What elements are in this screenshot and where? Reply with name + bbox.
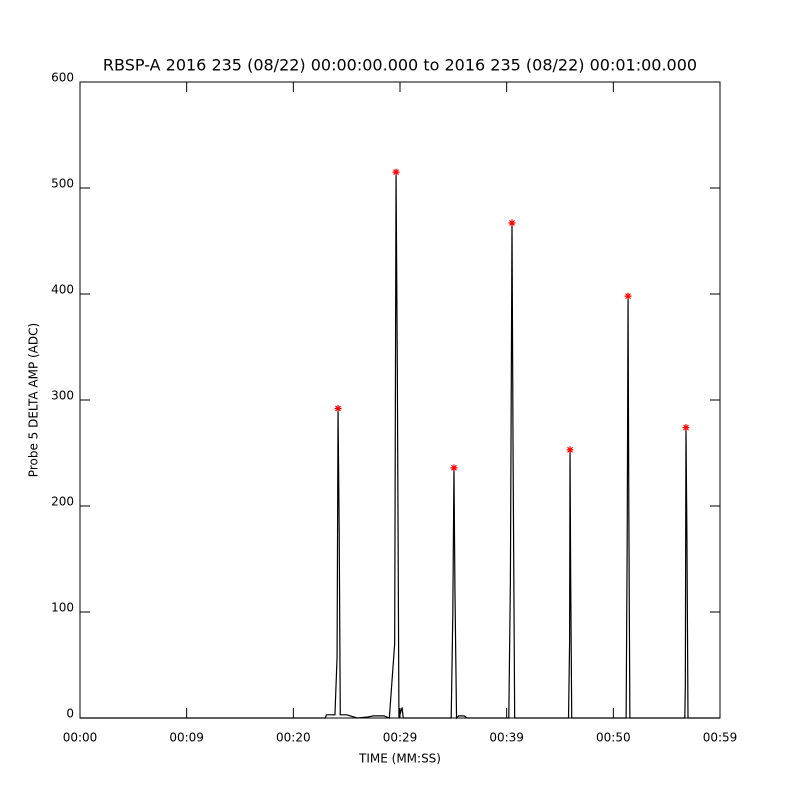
peak-marker	[334, 404, 342, 412]
y-tick-label: 100	[51, 601, 74, 615]
y-axis-label: Probe 5 DELTA AMP (ADC)	[27, 323, 41, 477]
x-tick-label: 00:29	[383, 731, 418, 745]
y-tick-label: 400	[51, 283, 74, 297]
peak-marker	[508, 219, 516, 227]
y-tick-label: 0	[66, 707, 74, 721]
x-tick-label: 00:50	[596, 731, 631, 745]
x-axis-label: TIME (MM:SS)	[358, 752, 441, 766]
peak-marker	[682, 424, 690, 432]
y-tick-label: 300	[51, 389, 74, 403]
peak-marker	[566, 446, 574, 454]
x-tick-label: 00:09	[169, 731, 204, 745]
x-tick-label: 00:59	[703, 731, 738, 745]
x-tick-label: 00:39	[489, 731, 524, 745]
y-tick-label: 500	[51, 177, 74, 191]
chart-title: RBSP-A 2016 235 (08/22) 00:00:00.000 to …	[103, 56, 697, 75]
y-tick-label: 600	[51, 71, 74, 85]
x-tick-label: 00:20	[276, 731, 311, 745]
peak-marker	[392, 168, 400, 176]
peak-marker	[624, 292, 632, 300]
x-tick-label: 00:00	[63, 731, 98, 745]
peak-marker	[450, 464, 458, 472]
y-tick-label: 200	[51, 495, 74, 509]
